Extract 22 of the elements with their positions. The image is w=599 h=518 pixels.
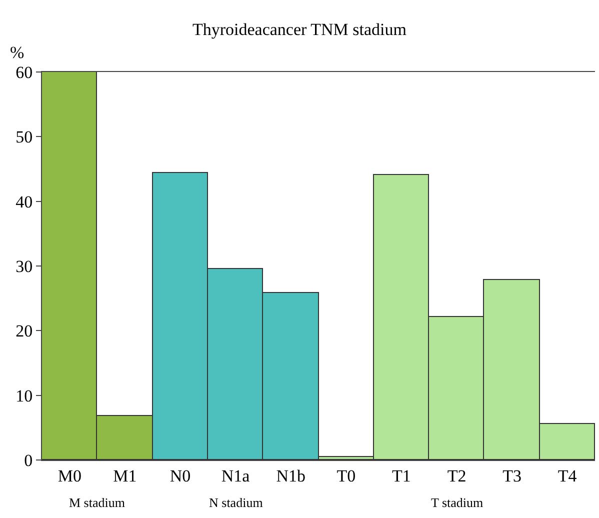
x-tick-label: T2 <box>447 466 466 486</box>
y-tick-label: 0 <box>24 450 33 470</box>
x-tick-label: M0 <box>58 466 82 486</box>
x-tick-label: N1a <box>221 466 250 486</box>
text: N stadium <box>209 495 263 510</box>
x-tick-label: M1 <box>113 466 137 486</box>
x-tick-label: N1b <box>276 466 306 486</box>
y-tick-label: 10 <box>16 386 33 406</box>
y-axis-title: % <box>10 43 24 62</box>
text: M stadium <box>69 495 125 510</box>
text: T stadium <box>431 495 484 510</box>
x-tick-label: T4 <box>558 466 578 486</box>
y-tick-label: 40 <box>16 192 33 212</box>
y-tick-label: 50 <box>16 128 33 147</box>
x-tick-label: T1 <box>392 466 411 486</box>
chart-title: Thyroideacancer TNM stadium <box>192 20 407 40</box>
y-tick-label: 60 <box>16 62 33 82</box>
x-tick-label: T3 <box>502 466 522 486</box>
y-tick-label: 20 <box>16 322 33 341</box>
y-tick-label: 30 <box>16 256 33 276</box>
x-tick-label: N0 <box>170 466 191 486</box>
x-tick-label: T0 <box>336 466 356 486</box>
